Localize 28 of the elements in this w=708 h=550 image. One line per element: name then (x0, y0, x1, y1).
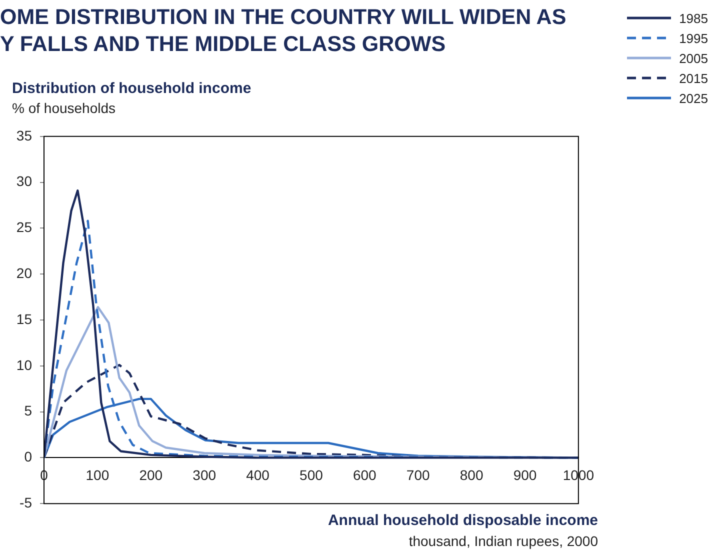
y-tick-label: 20 (16, 264, 32, 281)
x-tick-label: 800 (460, 466, 484, 483)
x-tick-label: 100 (86, 466, 110, 483)
legend-label: 2015 (679, 70, 708, 86)
y-axis-title: % of households (12, 100, 116, 116)
y-tick-label: 25 (16, 219, 32, 236)
x-tick-label: 600 (352, 466, 377, 483)
legend-label: 2025 (679, 90, 708, 106)
x-tick-label: 200 (139, 466, 163, 483)
y-tick-label: 30 (16, 173, 32, 190)
legend-label: 2005 (679, 50, 708, 66)
y-tick-label: -5 (20, 494, 32, 510)
x-tick-label: 500 (300, 466, 324, 483)
x-tick-label: 700 (406, 466, 430, 483)
y-tick-label: 35 (16, 127, 32, 144)
x-tick-label: 400 (246, 466, 270, 483)
chart-title: OME DISTRIBUTION IN THE COUNTRY WILL WIDEN AS Y FALLS AND THE MIDDLE CLASS GROWS (0, 4, 566, 58)
x-axis-title: Annual household disposable income (328, 511, 598, 531)
x-tick-label: 900 (513, 466, 537, 483)
y-tick-label: 0 (24, 448, 32, 465)
y-tick-label: 15 (16, 310, 32, 327)
x-tick-label: 300 (192, 466, 216, 483)
y-tick-label: 5 (24, 402, 32, 419)
y-tick-label: 10 (16, 356, 32, 373)
chart-subtitle: Distribution of household income (12, 80, 252, 97)
legend-label: 1985 (679, 10, 708, 26)
text: thousand, Indian rupees, 2000 (408, 532, 598, 550)
legend-label: 1995 (679, 30, 708, 46)
